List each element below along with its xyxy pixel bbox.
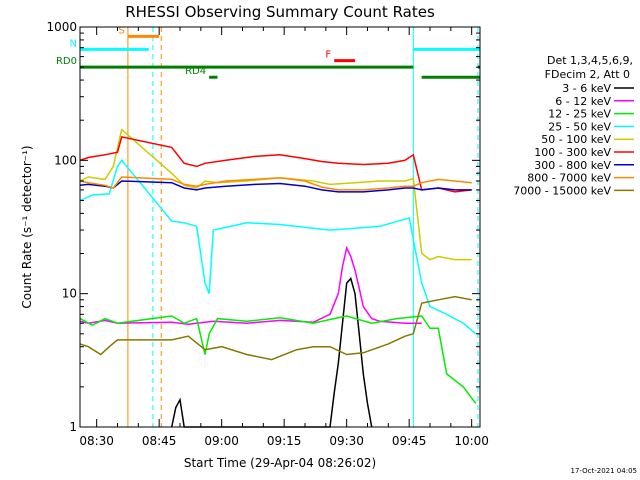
annotation-label-4: RD0 bbox=[56, 56, 77, 67]
legend-label-6: 300 - 800 keV bbox=[534, 159, 611, 172]
series-line-6 bbox=[79, 180, 472, 193]
legend-label-0: 3 - 6 keV bbox=[562, 82, 611, 95]
x-tick-label-4: 09:30 bbox=[329, 434, 364, 448]
series-line-3 bbox=[79, 159, 477, 335]
series-line-2 bbox=[79, 315, 477, 404]
legend-label-4: 50 - 100 keV bbox=[541, 133, 611, 146]
x-axis-label: Start Time (29-Apr-04 08:26:02) bbox=[184, 456, 376, 470]
y-tick-label-0: 1 bbox=[69, 420, 77, 434]
legend-label-2: 12 - 25 keV bbox=[548, 108, 611, 121]
y-tick-label-2: 100 bbox=[54, 153, 77, 167]
x-tick-label-1: 08:45 bbox=[142, 434, 177, 448]
plot-area: S N F RD0 RD4 bbox=[56, 25, 480, 428]
legend-header-line-1: Det 1,3,4,5,6,9, bbox=[547, 54, 633, 67]
annotation-label-6: RD4 bbox=[185, 66, 206, 77]
x-tick-label-6: 10:00 bbox=[454, 434, 489, 448]
series-line-5 bbox=[79, 136, 472, 193]
legend-label-1: 6 - 12 keV bbox=[555, 95, 611, 108]
legend-header-line-2: FDecim 2, Att 0 bbox=[545, 68, 630, 81]
legend-label-7: 800 - 7000 keV bbox=[527, 172, 611, 185]
series-line-8 bbox=[79, 295, 472, 361]
annotation-label-1: N bbox=[70, 38, 77, 49]
legend-label-8: 7000 - 15000 keV bbox=[513, 184, 611, 197]
x-axis: 08:30 08:45 09:00 09:15 09:30 09:45 10:00 bbox=[79, 27, 489, 448]
legend-label-3: 25 - 50 keV bbox=[548, 120, 611, 133]
series-line-7 bbox=[79, 176, 472, 191]
x-tick-label-5: 09:45 bbox=[392, 434, 427, 448]
annotation-label-0: S bbox=[119, 25, 125, 36]
legend-label-5: 100 - 300 keV bbox=[534, 146, 611, 159]
y-axis: 1 10 100 1000 bbox=[46, 20, 480, 434]
y-tick-label-3: 1000 bbox=[46, 20, 77, 34]
plot-frame bbox=[79, 26, 481, 428]
series-line-0 bbox=[170, 276, 373, 428]
chart-title: RHESSI Observing Summary Count Rates bbox=[125, 3, 435, 21]
x-tick-label-3: 09:15 bbox=[267, 434, 302, 448]
x-tick-label-2: 09:00 bbox=[204, 434, 239, 448]
legend: Det 1,3,4,5,6,9, FDecim 2, Att 0 3 - 6 k… bbox=[513, 54, 634, 197]
y-axis-label: Count Rate (s⁻¹ detector⁻¹) bbox=[20, 145, 34, 308]
generation-date: 17-Oct-2021 04:05 bbox=[571, 467, 637, 475]
series-line-1 bbox=[79, 245, 422, 325]
annotation-label-3: F bbox=[325, 50, 331, 61]
x-tick-label-0: 08:30 bbox=[79, 434, 114, 448]
y-tick-label-1: 10 bbox=[62, 287, 77, 301]
